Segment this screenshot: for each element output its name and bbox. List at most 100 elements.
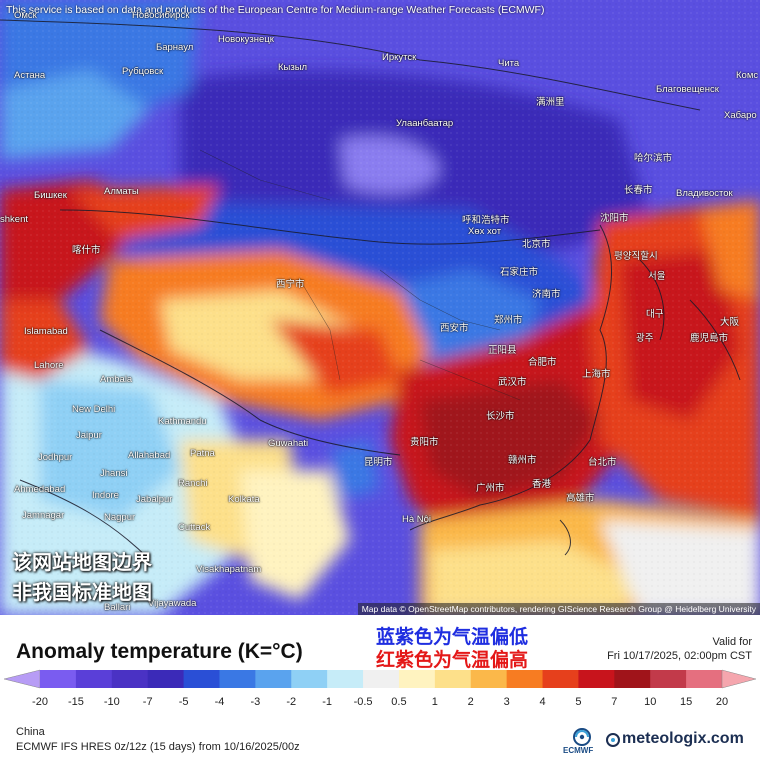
- city-label: 香港: [532, 479, 552, 490]
- city-label: 呼和浩特市: [462, 215, 510, 226]
- scale-segment: [578, 670, 615, 688]
- map-border-note-line2: 非我国标准地图: [12, 580, 152, 604]
- scale-tick-label: -3: [250, 696, 261, 708]
- scale-tick-label: -0.5: [353, 696, 373, 708]
- city-label: Комс: [736, 70, 759, 81]
- admin-lines: [199, 149, 521, 401]
- scale-segment: [75, 670, 113, 688]
- scale-tick-label: -5: [178, 696, 189, 708]
- scale-tick-label: 15: [679, 696, 693, 708]
- scale-segment: [291, 670, 328, 688]
- scale-tick-label: 1: [431, 696, 438, 708]
- city-label: Улаанбаатар: [396, 118, 454, 129]
- city-label: 哈尔滨市: [634, 153, 673, 164]
- scale-segment: [434, 670, 472, 688]
- scale-tick-label: 2: [467, 696, 474, 708]
- city-label: New Delhi: [72, 404, 116, 415]
- scale-tick-label: -15: [67, 696, 84, 708]
- scale-segment: [147, 670, 185, 688]
- city-label: 大阪: [720, 317, 740, 328]
- scale-segment: [219, 670, 256, 688]
- city-label: 郑州市: [494, 315, 523, 326]
- city-label: Ambala: [100, 374, 133, 385]
- city-label: Islamabad: [24, 326, 68, 337]
- city-label: 喀什市: [72, 245, 101, 256]
- scale-segment: [650, 670, 687, 688]
- city-label: 广州市: [476, 483, 505, 494]
- city-label: Kathmandu: [158, 416, 207, 427]
- valid-time: Fri 10/17/2025, 02:00pm CST: [607, 650, 752, 662]
- city-label: Ahmedabad: [14, 484, 66, 495]
- ecmwf-label: ECMWF: [563, 746, 594, 755]
- city-label: 赣州市: [508, 455, 537, 466]
- scale-tick-label: 3: [503, 696, 510, 708]
- valid-label: Valid for: [712, 636, 752, 648]
- scale-segment: [686, 670, 723, 688]
- scale-segment: [183, 670, 220, 688]
- map-border-note-line1: 该网站地图边界: [12, 550, 152, 574]
- scale-arrow-warm: [721, 669, 757, 689]
- city-label: Jodhpur: [38, 452, 73, 463]
- city-label: Бишкек: [34, 190, 67, 201]
- city-label: Jabalpur: [136, 494, 173, 505]
- scale-tick-label: -20: [32, 696, 48, 708]
- scale-segment: [470, 670, 508, 688]
- city-label: 合肥市: [528, 357, 557, 368]
- legend-note-warm: 红紫色为气温偏高: [376, 649, 529, 671]
- city-label: Рубцовск: [122, 66, 164, 77]
- scale-segment: [40, 670, 77, 688]
- city-label: 正阳县: [488, 345, 517, 356]
- city-label: Благовещенск: [656, 84, 719, 95]
- city-label: Хабаро: [724, 110, 757, 121]
- city-label: 광주: [636, 333, 654, 344]
- city-label: Иркутск: [382, 52, 417, 63]
- city-label: Ranchi: [178, 478, 208, 489]
- scale-tick-label: 5: [575, 696, 582, 708]
- city-label: 长沙市: [486, 411, 515, 422]
- anomaly-temperature-map[interactable]: This service is based on data and produc…: [0, 0, 760, 615]
- scale-tick-label: 20: [715, 696, 729, 708]
- scale-tick-label: -1: [322, 696, 333, 708]
- city-label: Омск: [14, 10, 37, 21]
- city-label: 昆明市: [364, 457, 393, 468]
- city-label: 北京市: [522, 239, 551, 250]
- legend-note-cold: 蓝紫色为气温偏低: [376, 626, 529, 648]
- city-label: Guwahati: [268, 438, 309, 449]
- city-label: Барнаул: [156, 42, 194, 53]
- city-label: 西安市: [440, 323, 469, 334]
- scale-segment: [614, 670, 651, 688]
- city-label: Visakhapatnam: [196, 564, 262, 575]
- scale-segment: [398, 670, 436, 688]
- scale-tick-label: -7: [142, 696, 153, 708]
- city-label: 贵阳市: [410, 437, 439, 448]
- city-label: Новосибирск: [132, 10, 190, 21]
- city-label: Хөх хот: [468, 226, 502, 237]
- region-name: China: [16, 726, 45, 738]
- scale-tick-label: 10: [644, 696, 657, 708]
- city-label: Jaipur: [76, 430, 102, 441]
- city-label: Lahore: [34, 360, 64, 371]
- city-label: 长春市: [624, 185, 653, 196]
- city-label: 대구: [646, 309, 664, 320]
- scale-segment: [542, 670, 579, 688]
- city-label: Vijayawada: [148, 598, 197, 609]
- map-attribution: Map data © OpenStreetMap contributors, r…: [357, 603, 760, 615]
- scale-tick-label: 7: [611, 696, 618, 708]
- color-scale-bar: [3, 669, 757, 689]
- city-label: Nagpur: [104, 512, 136, 523]
- city-label: 西宁市: [276, 279, 305, 290]
- city-label: Indore: [92, 490, 119, 501]
- city-label: shkent: [0, 214, 28, 225]
- city-label: Астана: [14, 70, 46, 81]
- city-label: 高雄市: [566, 493, 595, 504]
- city-label: 上海市: [582, 369, 611, 380]
- scale-tick-label: -2: [286, 696, 297, 708]
- meteologix-logo-icon: [606, 733, 620, 747]
- scale-segment: [111, 670, 149, 688]
- scale-tick-label: 4: [539, 696, 546, 708]
- city-label: 평양직할시: [614, 251, 658, 262]
- meteologix-logo[interactable]: meteologix.com: [622, 730, 744, 747]
- city-label: Чита: [498, 58, 520, 69]
- scale-tick-label: -4: [214, 696, 225, 708]
- map-canvas: [0, 0, 760, 615]
